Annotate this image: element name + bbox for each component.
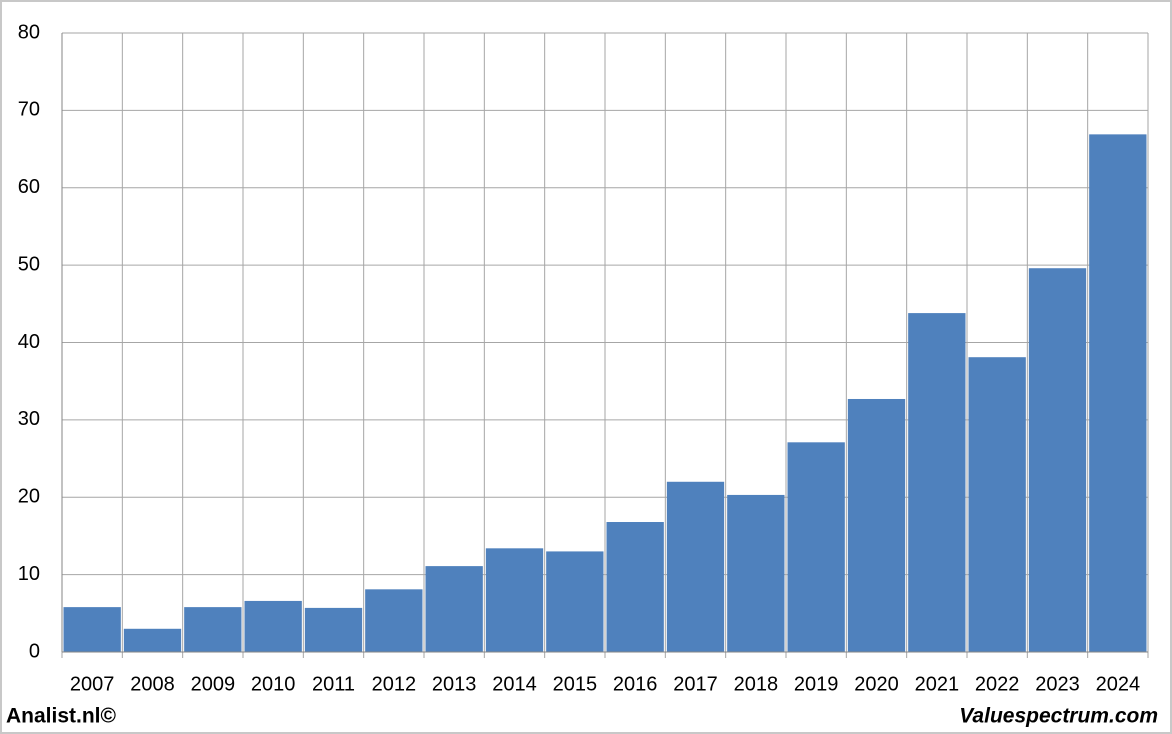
y-tick-label: 60 bbox=[18, 176, 40, 198]
bar bbox=[1028, 268, 1087, 652]
x-tick-label: 2014 bbox=[492, 673, 537, 695]
y-tick-label: 20 bbox=[18, 486, 40, 508]
bar bbox=[847, 398, 906, 652]
bar bbox=[787, 442, 845, 652]
x-tick-label: 2022 bbox=[975, 673, 1020, 695]
x-tick-label: 2013 bbox=[432, 673, 477, 695]
bar bbox=[546, 551, 604, 652]
footer-right: Valuespectrum.com bbox=[959, 705, 1158, 728]
x-tick-label: 2011 bbox=[312, 673, 355, 695]
x-tick-label: 2016 bbox=[613, 673, 658, 695]
x-tick-label: 2008 bbox=[130, 673, 175, 695]
x-tick-label: 2012 bbox=[372, 673, 417, 695]
x-tick-label: 2018 bbox=[734, 673, 779, 695]
x-tick-label: 2015 bbox=[553, 673, 598, 695]
x-tick-label: 2021 bbox=[915, 673, 960, 695]
bar bbox=[184, 607, 242, 652]
bar bbox=[666, 481, 725, 652]
y-tick-label: 50 bbox=[18, 253, 40, 275]
bar bbox=[304, 607, 363, 652]
bar bbox=[123, 628, 182, 652]
x-tick-label: 2009 bbox=[191, 673, 236, 695]
bar bbox=[908, 313, 966, 652]
y-tick-label: 70 bbox=[18, 99, 40, 121]
bar bbox=[727, 494, 785, 652]
x-tick-label: 2020 bbox=[854, 673, 899, 695]
x-tick-label: 2019 bbox=[794, 673, 839, 695]
footer-left: Analist.nl© bbox=[6, 705, 117, 728]
x-tick-label: 2007 bbox=[70, 673, 115, 695]
bar bbox=[63, 607, 121, 652]
bar bbox=[244, 600, 302, 652]
bar bbox=[1089, 134, 1147, 652]
y-tick-label: 10 bbox=[18, 563, 40, 585]
y-tick-label: 80 bbox=[18, 21, 40, 43]
bar bbox=[968, 357, 1026, 652]
x-tick-label: 2023 bbox=[1035, 673, 1080, 695]
x-tick-label: 2017 bbox=[673, 673, 718, 695]
bar bbox=[606, 522, 664, 652]
bar bbox=[425, 566, 483, 652]
y-tick-label: 40 bbox=[18, 331, 40, 353]
y-tick-label: 30 bbox=[18, 408, 40, 430]
bar bbox=[365, 589, 423, 652]
bar bbox=[485, 548, 544, 652]
x-tick-label: 2024 bbox=[1096, 673, 1141, 695]
y-tick-label: 0 bbox=[29, 640, 40, 662]
x-tick-label: 2010 bbox=[251, 673, 296, 695]
